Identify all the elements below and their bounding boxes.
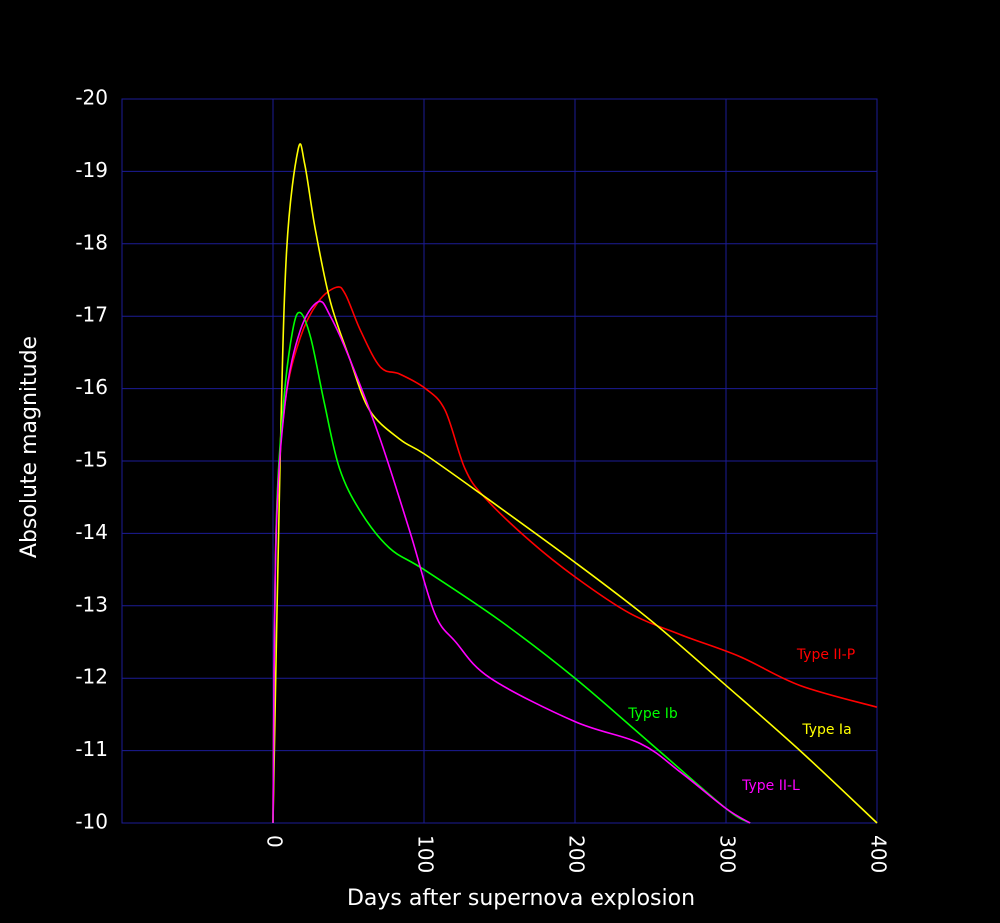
x-axis-label: Days after supernova explosion bbox=[347, 886, 695, 911]
y-tick-label: -13 bbox=[75, 592, 108, 616]
series-label: Type Ib bbox=[627, 706, 678, 722]
y-tick-label: -18 bbox=[75, 230, 108, 254]
x-tick-label: 200 bbox=[565, 835, 589, 873]
y-tick-label: -11 bbox=[75, 737, 108, 761]
y-tick-label: -12 bbox=[75, 665, 108, 689]
y-tick-label: -15 bbox=[75, 448, 108, 472]
series-line bbox=[272, 143, 878, 824]
y-tick-label: -10 bbox=[75, 810, 108, 834]
x-tick-label: 400 bbox=[867, 835, 891, 873]
y-axis-label: Absolute magnitude bbox=[17, 336, 42, 558]
series-label: Type II-L bbox=[741, 778, 800, 794]
series-line bbox=[272, 300, 751, 824]
y-tick-label: -17 bbox=[75, 303, 108, 327]
series-label: Type II-P bbox=[796, 647, 855, 663]
series-label: Type Ia bbox=[801, 722, 851, 738]
y-tick-label: -16 bbox=[75, 375, 108, 399]
y-tick-label: -19 bbox=[75, 158, 108, 182]
series-line bbox=[272, 311, 751, 824]
y-tick-label: -14 bbox=[75, 520, 108, 544]
x-tick-label: 100 bbox=[414, 835, 438, 873]
x-tick-label: 300 bbox=[716, 835, 740, 873]
x-tick-label: 0 bbox=[263, 835, 287, 848]
y-tick-label: -20 bbox=[75, 86, 108, 110]
